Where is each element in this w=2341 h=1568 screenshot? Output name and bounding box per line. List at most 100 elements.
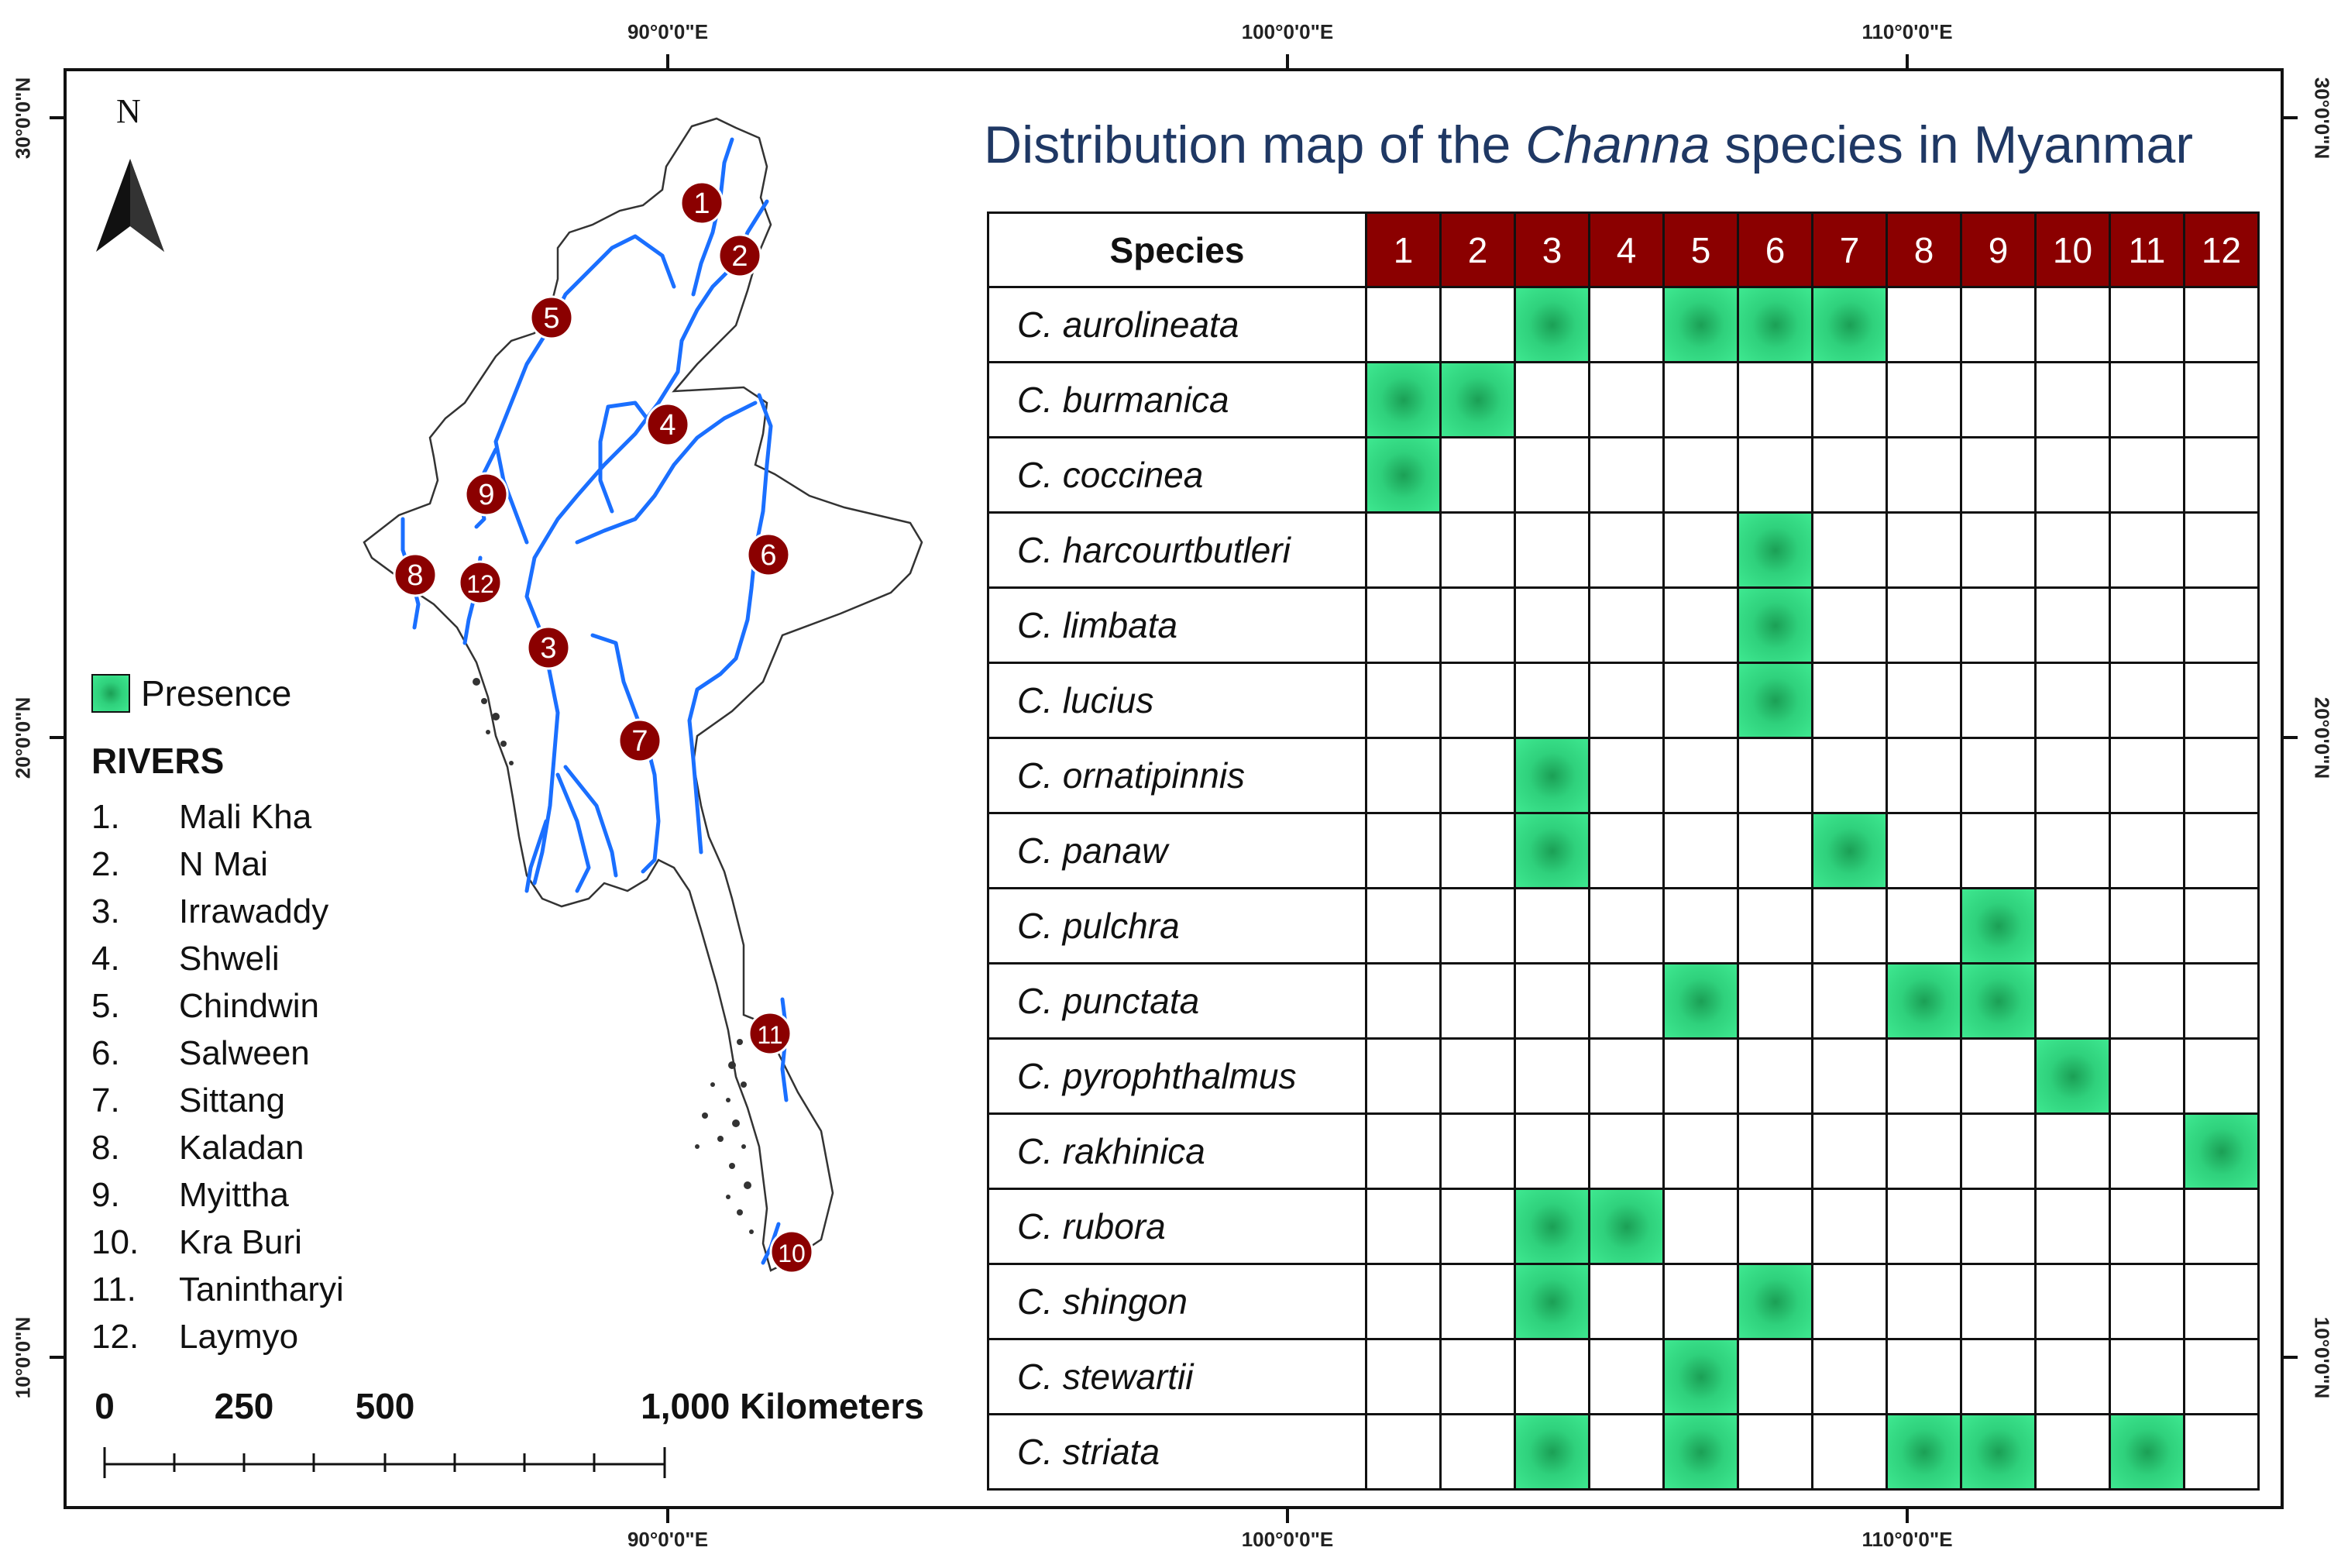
absence-cell <box>1886 436 1962 514</box>
absence-cell <box>2183 511 2260 589</box>
title-prefix: Distribution map of the <box>984 115 1526 174</box>
absence-cell <box>2034 1413 2111 1491</box>
river-column-header: 7 <box>1811 211 1888 288</box>
absence-cell <box>1960 1037 2037 1115</box>
river-name: Laymyo <box>179 1318 299 1356</box>
presence-cell <box>1737 586 1813 664</box>
river-number: 1. <box>91 798 120 836</box>
absence-cell <box>2109 286 2185 363</box>
species-name: C. lucius <box>987 662 1367 739</box>
absence-cell <box>1737 361 1813 438</box>
river-marker-label: 3 <box>540 632 556 665</box>
absence-cell <box>1960 586 2037 664</box>
species-name: C. punctata <box>987 962 1367 1040</box>
absence-cell <box>1886 586 1962 664</box>
table-body: C. aurolineata C. burmanica C. coccinea C. … <box>987 286 2260 1491</box>
absence-cell <box>1365 812 1442 889</box>
coastal-islands <box>473 678 754 1234</box>
presence-cell <box>1514 1413 1590 1491</box>
absence-cell <box>1514 1112 1590 1190</box>
absence-cell <box>2109 511 2185 589</box>
absence-cell <box>1960 737 2037 814</box>
presence-cell <box>1737 662 1813 739</box>
presence-cell <box>1514 737 1590 814</box>
river-marker: 4 <box>645 402 690 447</box>
species-name: C. ornatipinnis <box>987 737 1367 814</box>
absence-cell <box>1662 511 1739 589</box>
absence-cell <box>1514 511 1590 589</box>
graticule-ticks <box>50 54 2298 1523</box>
species-name: C. pulchra <box>987 887 1367 965</box>
absence-cell <box>1514 1338 1590 1415</box>
presence-cell <box>1811 812 1888 889</box>
absence-cell <box>1662 1188 1739 1265</box>
species-name: C. harcourtbutleri <box>987 511 1367 589</box>
river-legend-item: 9. Myittha <box>91 1176 344 1223</box>
absence-cell <box>1439 1413 1516 1491</box>
absence-cell <box>2109 1188 2185 1265</box>
river-marker: 8 <box>393 552 438 597</box>
river-name: Tanintharyi <box>179 1271 344 1308</box>
absence-cell <box>2109 662 2185 739</box>
absence-cell <box>1588 887 1665 965</box>
river-marker-label: 4 <box>659 409 675 442</box>
absence-cell <box>1588 511 1665 589</box>
absence-cell <box>1662 812 1739 889</box>
river-column-header: 10 <box>2034 211 2111 288</box>
coord-bottom-90e: 90°0'0"E <box>627 1528 709 1551</box>
absence-cell <box>1886 1188 1962 1265</box>
absence-cell <box>2034 586 2111 664</box>
absence-cell <box>2183 436 2260 514</box>
map-title: Distribution map of the Channa species i… <box>984 115 2193 175</box>
absence-cell <box>1811 1338 1888 1415</box>
coord-right-10n: 10°0'0"N <box>2310 1316 2334 1399</box>
absence-cell <box>1811 1263 1888 1340</box>
river-marker: 3 <box>526 625 571 670</box>
absence-cell <box>1737 812 1813 889</box>
absence-cell <box>1886 662 1962 739</box>
north-arrow-icon <box>96 159 164 252</box>
absence-cell <box>2034 511 2111 589</box>
absence-cell <box>1588 1338 1665 1415</box>
absence-cell <box>1588 586 1665 664</box>
absence-cell <box>2183 1338 2260 1415</box>
presence-cell <box>1662 286 1739 363</box>
absence-cell <box>2034 887 2111 965</box>
presence-cell <box>1737 511 1813 589</box>
absence-cell <box>1588 662 1665 739</box>
table-row: C. stewartii <box>987 1338 2260 1415</box>
absence-cell <box>1439 586 1516 664</box>
table-row: C. ornatipinnis <box>987 737 2260 814</box>
presence-cell <box>1737 1263 1813 1340</box>
species-name: C. limbata <box>987 586 1367 664</box>
absence-cell <box>2183 662 2260 739</box>
title-suffix: species in Myanmar <box>1710 115 2193 174</box>
absence-cell <box>1886 1263 1962 1340</box>
river-number: 12. <box>91 1318 139 1356</box>
absence-cell <box>2183 1188 2260 1265</box>
absence-cell <box>1588 1037 1665 1115</box>
river-legend-item: 3. Irrawaddy <box>91 892 344 940</box>
table-row: C. pyrophthalmus <box>987 1037 2260 1115</box>
river-name: Kaladan <box>179 1129 304 1167</box>
absence-cell <box>1514 1037 1590 1115</box>
river-name: N Mai <box>179 845 268 883</box>
river-legend-item: 5. Chindwin <box>91 987 344 1034</box>
absence-cell <box>1960 511 2037 589</box>
coord-top-110e: 110°0'0"E <box>1861 20 1953 43</box>
table-row: C. aurolineata <box>987 286 2260 363</box>
river-legend-item: 6. Salween <box>91 1034 344 1081</box>
absence-cell <box>2034 1338 2111 1415</box>
absence-cell <box>1439 436 1516 514</box>
river-marker: 6 <box>746 532 791 577</box>
absence-cell <box>1811 662 1888 739</box>
rivers-list: 1. Mali Kha 2. N Mai 3. Irrawaddy 4. Shweli 5. Ch… <box>91 798 344 1365</box>
presence-cell <box>1514 812 1590 889</box>
scale-label: 250 <box>214 1386 274 1426</box>
absence-cell <box>2183 737 2260 814</box>
absence-cell <box>1514 962 1590 1040</box>
river-legend-item: 8. Kaladan <box>91 1129 344 1176</box>
absence-cell <box>1737 1413 1813 1491</box>
